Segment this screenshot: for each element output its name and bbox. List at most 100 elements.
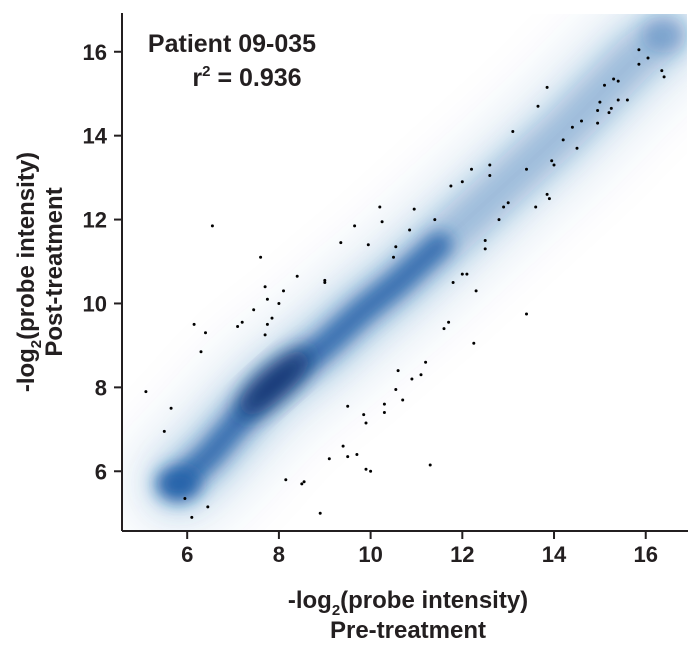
data-point — [401, 398, 405, 402]
y-axis: 6 8 10 12 14 16 — [83, 40, 122, 484]
data-point — [270, 316, 274, 320]
data-point — [545, 85, 549, 89]
x-axis-title-line2: Pre-treatment — [330, 617, 486, 644]
data-point — [662, 75, 666, 79]
data-point — [552, 163, 556, 167]
data-point — [210, 224, 214, 228]
data-point — [660, 69, 664, 73]
data-point — [625, 98, 629, 102]
data-point — [380, 220, 384, 224]
y-tick-label: 6 — [95, 459, 107, 484]
data-point — [596, 109, 600, 112]
data-point — [323, 281, 327, 284]
data-point — [144, 390, 148, 394]
r2-superscript: 2 — [202, 63, 210, 80]
data-point — [190, 515, 194, 519]
plot-area — [130, 14, 687, 530]
density-ridge — [165, 231, 453, 497]
data-point — [265, 322, 269, 326]
data-point — [318, 511, 322, 515]
data-point — [327, 457, 331, 461]
data-point — [394, 388, 398, 391]
data-point — [506, 201, 510, 205]
data-point — [424, 360, 428, 364]
x-tick-label: 12 — [450, 542, 474, 567]
data-point — [472, 341, 476, 345]
y-title-suffix: (probe intensity) — [13, 152, 40, 340]
data-point — [536, 104, 540, 108]
x-title-suffix: (probe intensity) — [340, 587, 528, 614]
data-point — [364, 467, 368, 471]
data-point — [525, 167, 528, 171]
data-point — [378, 205, 382, 209]
data-point — [300, 482, 304, 486]
data-point — [412, 207, 416, 211]
data-point — [451, 281, 455, 284]
data-point — [511, 130, 515, 133]
annotation-title: Patient 09-035 — [148, 30, 316, 58]
x-tick-label: 8 — [273, 542, 285, 567]
data-point — [637, 62, 641, 66]
data-point — [502, 205, 506, 209]
x-tick-label: 16 — [633, 542, 657, 567]
data-point — [616, 98, 620, 102]
data-point — [295, 274, 299, 278]
data-point — [366, 243, 370, 247]
data-point — [575, 146, 579, 150]
data-point — [392, 255, 395, 259]
y-tick-label: 8 — [95, 375, 107, 400]
data-point — [265, 297, 269, 301]
data-point — [323, 278, 327, 282]
data-point — [408, 228, 412, 232]
x-axis: 6 8 10 12 14 16 — [181, 531, 658, 567]
data-point — [497, 218, 501, 222]
annotation-r2: r2 = 0.936 — [192, 63, 301, 92]
density-low-end — [156, 467, 201, 500]
data-point — [236, 325, 240, 328]
y-tick-label: 14 — [83, 124, 108, 149]
y-title-prefix: -log — [13, 348, 40, 392]
x-axis-title: -log2(probe intensity) Pre-treatment — [288, 587, 528, 644]
data-point — [447, 320, 451, 324]
x-tick-label: 6 — [181, 542, 193, 567]
x-title-sub: 2 — [332, 602, 340, 619]
x-title-prefix: -log — [288, 587, 332, 614]
data-point — [534, 205, 538, 209]
data-point — [353, 224, 357, 228]
data-point — [488, 163, 492, 167]
data-point — [199, 350, 203, 354]
data-point — [183, 497, 187, 500]
data-point — [433, 218, 437, 222]
data-point — [192, 322, 196, 326]
data-point — [263, 333, 267, 337]
data-point — [561, 138, 565, 142]
data-point — [394, 245, 398, 249]
y-axis-title-line2: Post-treatment — [41, 187, 68, 356]
data-point — [259, 255, 263, 259]
data-point — [364, 421, 368, 425]
data-point — [204, 331, 207, 335]
data-point — [470, 167, 473, 171]
data-point — [596, 121, 600, 125]
data-point — [460, 180, 464, 184]
data-point — [369, 469, 373, 473]
data-point — [616, 79, 620, 83]
data-point — [169, 406, 173, 410]
data-point — [341, 444, 345, 448]
data-point — [637, 48, 641, 52]
data-point — [410, 377, 414, 381]
data-point — [465, 272, 469, 276]
data-point — [162, 429, 166, 433]
r2-value: = 0.936 — [211, 64, 302, 92]
data-point — [339, 241, 343, 245]
data-point — [346, 404, 350, 408]
data-point — [580, 119, 583, 123]
x-axis-title-line1: -log2(probe intensity) — [288, 587, 528, 619]
data-point — [609, 106, 613, 110]
data-point — [460, 272, 464, 276]
data-point — [302, 480, 306, 484]
y-tick-label: 16 — [83, 40, 107, 65]
data-point — [428, 463, 432, 467]
data-point — [442, 327, 446, 331]
r2-prefix: r — [192, 64, 202, 92]
